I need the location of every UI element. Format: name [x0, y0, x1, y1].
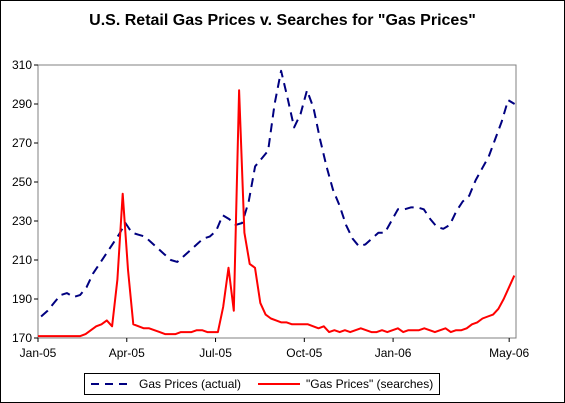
axes: 170 190 210 230 250 270 290 310 Jan-05 Apr-05 Jul-…	[12, 58, 530, 360]
y-tick-label: 210	[12, 253, 32, 267]
y-tick-label: 230	[12, 214, 32, 228]
y-tick-label: 250	[12, 175, 32, 189]
legend-label-gas-prices: Gas Prices (actual)	[139, 377, 242, 391]
x-tick-label: Jul-05	[199, 346, 232, 360]
chart-title: U.S. Retail Gas Prices v. Searches for "…	[89, 12, 476, 29]
x-tick-label: Jan-06	[375, 346, 412, 360]
x-tick-label: May-06	[489, 346, 529, 360]
y-tick-label: 270	[12, 136, 32, 150]
x-tick-label: Jan-05	[20, 346, 57, 360]
y-tick-label: 190	[12, 292, 32, 306]
y-tick-label: 170	[12, 331, 32, 345]
x-tick-label: Oct-05	[286, 346, 322, 360]
plot-area	[37, 64, 517, 339]
x-tick-label: Apr-05	[109, 346, 145, 360]
legend-swatches	[91, 383, 300, 385]
legend: Gas Prices (actual) "Gas Prices" (search…	[84, 373, 440, 395]
y-tick-label: 290	[12, 97, 32, 111]
series-line-searches	[38, 89, 516, 338]
legend-label-searches: "Gas Prices" (searches)	[306, 377, 434, 391]
y-tick-label: 310	[12, 58, 32, 72]
series-layer	[38, 69, 516, 338]
